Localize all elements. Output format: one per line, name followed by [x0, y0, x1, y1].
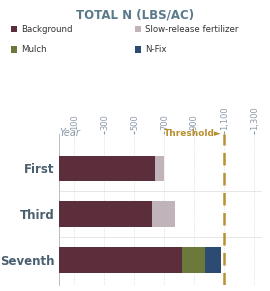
Bar [183, 247, 205, 273]
Bar [156, 156, 164, 181]
Text: TOTAL N (LBS/AC): TOTAL N (LBS/AC) [76, 9, 194, 22]
Bar [59, 156, 156, 181]
Bar [59, 201, 152, 227]
Bar [59, 247, 183, 273]
Text: Year: Year [59, 128, 80, 139]
Bar [152, 201, 175, 227]
Text: N-Fix: N-Fix [145, 45, 167, 54]
Bar [205, 247, 221, 273]
Text: Mulch: Mulch [21, 45, 46, 54]
Text: Slow-release fertilizer: Slow-release fertilizer [145, 25, 238, 33]
Text: Threshold►: Threshold► [164, 129, 221, 139]
Text: Background: Background [21, 25, 72, 33]
